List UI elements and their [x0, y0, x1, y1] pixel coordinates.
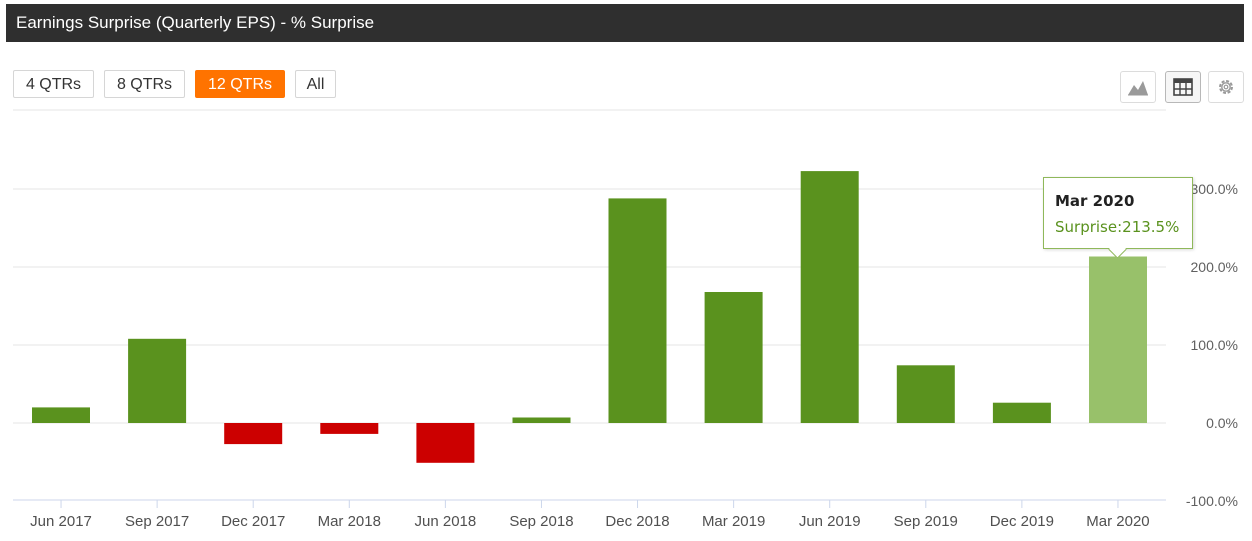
bar[interactable] [896, 365, 955, 423]
bar[interactable] [512, 417, 571, 424]
range-4-qtrs-button[interactable]: 4 QTRs [13, 70, 94, 98]
bar[interactable] [416, 423, 475, 463]
tooltip-title: Mar 2020 [1055, 192, 1135, 210]
x-tick-label: Sep 2019 [894, 513, 958, 530]
x-tick-label: Dec 2017 [221, 513, 285, 530]
table-view-button[interactable] [1165, 71, 1201, 103]
tooltip-value: Surprise:213.5% [1055, 218, 1179, 236]
x-tick-label: Mar 2020 [1086, 513, 1149, 530]
chart-title: Earnings Surprise (Quarterly EPS) - % Su… [16, 13, 375, 32]
table-icon [1173, 78, 1193, 96]
bar[interactable] [320, 423, 379, 434]
bar[interactable] [800, 171, 859, 423]
bar[interactable] [608, 198, 667, 423]
y-tick-label: -100.0% [1186, 493, 1238, 509]
x-tick-label: Mar 2019 [702, 513, 765, 530]
range-all-button[interactable]: All [295, 70, 336, 98]
bar[interactable] [992, 402, 1051, 423]
bar[interactable] [1089, 256, 1147, 424]
x-tick-label: Dec 2018 [605, 513, 669, 530]
settings-button[interactable] [1208, 71, 1244, 103]
bar[interactable] [128, 338, 187, 423]
x-tick-label: Jun 2019 [799, 513, 861, 530]
range-8-qtrs-button[interactable]: 8 QTRs [104, 70, 185, 98]
bar[interactable] [224, 423, 283, 445]
y-tick-label: 0.0% [1206, 415, 1238, 431]
bar[interactable] [32, 407, 90, 423]
tooltip-value-label: Surprise: [1055, 218, 1123, 236]
y-tick-label: 300.0% [1191, 181, 1238, 197]
x-tick-label: Sep 2018 [509, 513, 573, 530]
y-tick-label: 200.0% [1191, 259, 1238, 275]
x-tick-label: Jun 2017 [30, 513, 92, 530]
range-12-qtrs-button[interactable]: 12 QTRs [195, 70, 285, 98]
x-tick-label: Dec 2019 [990, 513, 1054, 530]
chart-tooltip: Mar 2020 Surprise:213.5% [1043, 177, 1193, 259]
tooltip-value-number: 213.5% [1122, 218, 1180, 236]
gear-icon [1219, 80, 1233, 94]
bar[interactable] [704, 292, 763, 423]
x-tick-label: Jun 2018 [415, 513, 477, 530]
area-chart-icon [1128, 81, 1148, 96]
chart-header: Earnings Surprise (Quarterly EPS) - % Su… [6, 4, 1244, 42]
y-tick-label: 100.0% [1191, 337, 1238, 353]
chart-view-button[interactable] [1120, 71, 1156, 103]
x-tick-label: Sep 2017 [125, 513, 189, 530]
x-tick-label: Mar 2018 [318, 513, 381, 530]
